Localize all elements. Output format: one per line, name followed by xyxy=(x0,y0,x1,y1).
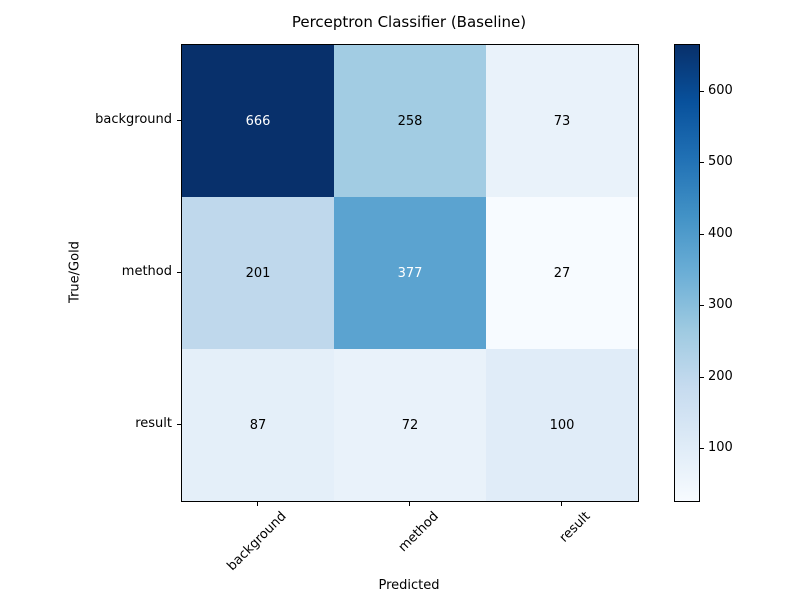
y-tick-mark xyxy=(177,120,181,121)
heatmap-plot: 666 258 73 201 377 27 87 72 100 xyxy=(181,44,639,502)
chart-title: Perceptron Classifier (Baseline) xyxy=(291,13,527,31)
heatmap-cell: 201 xyxy=(182,197,334,349)
heatmap-cell: 87 xyxy=(182,349,334,501)
y-tick-label: method xyxy=(121,264,172,279)
colorbar-tick-mark xyxy=(700,447,704,449)
colorbar-tick-label: 400 xyxy=(708,225,733,241)
colorbar-tick-label: 500 xyxy=(708,154,733,170)
colorbar-tick-mark xyxy=(700,376,704,378)
y-axis-label: True/Gold xyxy=(67,241,83,303)
x-tick-label: method xyxy=(395,509,442,556)
heatmap-cell: 73 xyxy=(486,45,638,197)
colorbar xyxy=(674,44,700,502)
heatmap-cell: 72 xyxy=(334,349,486,501)
x-tick-label: result xyxy=(556,509,594,546)
heatmap-cell: 377 xyxy=(334,197,486,349)
heatmap-cell: 100 xyxy=(486,349,638,501)
x-tick-mark xyxy=(257,502,258,506)
colorbar-tick-label: 600 xyxy=(708,83,733,99)
x-tick-mark xyxy=(561,502,562,506)
colorbar-tick-label: 200 xyxy=(708,368,733,384)
heatmap-cell: 666 xyxy=(182,45,334,197)
x-tick-mark xyxy=(409,502,410,506)
y-tick-mark xyxy=(177,272,181,273)
colorbar-tick-mark xyxy=(700,91,704,93)
colorbar-tick-mark xyxy=(700,305,704,307)
colorbar-gradient xyxy=(675,45,699,501)
heatmap-cell: 258 xyxy=(334,45,486,197)
x-axis-label: Predicted xyxy=(378,578,440,593)
x-tick-label: background xyxy=(224,509,290,574)
y-tick-mark xyxy=(177,424,181,425)
colorbar-tick-label: 100 xyxy=(708,439,733,455)
y-tick-label: background xyxy=(95,112,172,127)
heatmap-cell: 27 xyxy=(486,197,638,349)
colorbar-tick-mark xyxy=(700,162,704,164)
y-tick-label: result xyxy=(135,416,172,431)
colorbar-tick-mark xyxy=(700,233,704,235)
colorbar-tick-label: 300 xyxy=(708,297,733,313)
